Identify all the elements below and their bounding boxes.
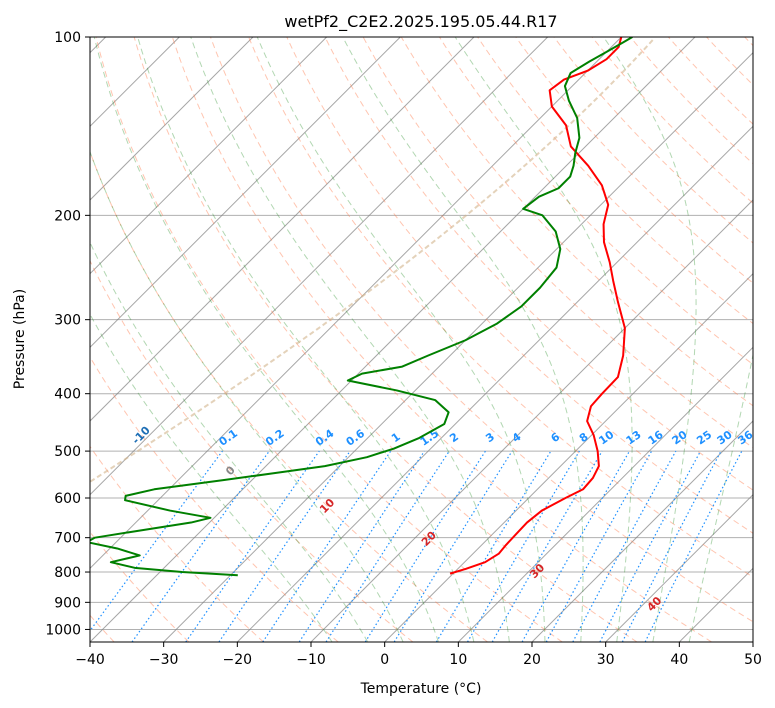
isotherm-line <box>90 37 254 201</box>
isotherm-lines <box>90 37 753 642</box>
isotherm-line <box>384 272 753 642</box>
dry-adiabat-line <box>90 259 414 642</box>
y-tick-label: 100 <box>54 30 81 46</box>
isotherm-line <box>90 37 549 496</box>
mixing-ratio-line <box>572 450 677 642</box>
mixing-ratio-line <box>262 450 392 642</box>
lcl-curve <box>90 37 655 483</box>
plot-frame <box>89 36 754 643</box>
mixing-ratio-line <box>185 450 320 642</box>
x-tick-label: 10 <box>449 652 467 668</box>
mixing-ratio-lines <box>90 450 743 642</box>
moist-adiabat-line <box>90 313 333 642</box>
x-tick-label: −30 <box>149 652 179 668</box>
pressure-gridlines <box>90 37 753 630</box>
y-tick-label: 500 <box>54 444 81 460</box>
moist-adiabat-line <box>603 37 697 642</box>
y-tick-label: 700 <box>54 531 81 547</box>
y-tick-label: 300 <box>54 313 81 329</box>
x-tick-label: −10 <box>296 652 326 668</box>
mixing-ratio-line <box>298 450 425 642</box>
isotherm-line <box>236 125 753 642</box>
y-tick-label: 200 <box>54 208 81 224</box>
y-axis-ticks: 100 200 300 400 500 600 700 800 900 1000 <box>45 30 90 638</box>
moist-adiabat-lines <box>90 37 753 642</box>
chart-title: wetPf2_C2E2.2025.195.05.44.R17 <box>284 12 557 32</box>
isotherm-line <box>90 37 696 642</box>
dry-adiabat-line <box>248 37 753 578</box>
moist-adiabat-line <box>90 241 369 642</box>
moist-adiabat-line <box>90 150 404 642</box>
moist-adiabat-line <box>342 37 584 642</box>
moist-adiabat-line <box>256 37 546 642</box>
dry-adiabat-line <box>90 445 264 642</box>
x-axis-label: Temperature (°C) <box>360 681 482 697</box>
isotherm-line <box>90 37 622 570</box>
plot-area: 0.10.20.40.611.52346810131620253036-100-… <box>90 37 755 642</box>
moist-adiabat-line <box>93 37 439 642</box>
y-tick-label: 800 <box>54 565 81 581</box>
mixing-ratio-line <box>90 450 223 632</box>
x-tick-label: 0 <box>380 652 389 668</box>
moist-adiabat-line <box>137 37 475 642</box>
isotherm-line <box>90 37 475 422</box>
moist-adiabat-line <box>688 352 753 642</box>
dry-adiabat-line <box>629 37 753 165</box>
x-tick-label: 30 <box>597 652 615 668</box>
moist-adiabat-line <box>190 37 510 642</box>
isotherm-line <box>90 37 401 349</box>
x-axis-ticks: −40 −30 −20 −10 0 10 20 30 40 50 <box>75 642 762 668</box>
x-tick-label: 40 <box>670 652 688 668</box>
mixing-ratio-line <box>393 450 513 642</box>
dry-adiabat-line <box>210 37 753 623</box>
y-tick-label: 1000 <box>45 622 81 638</box>
dry-adiabat-line <box>324 37 753 491</box>
dry-adiabat-line <box>515 37 753 284</box>
lcl-curve-line <box>90 37 655 483</box>
y-tick-label: 600 <box>54 491 81 507</box>
dry-adiabat-line <box>591 37 753 204</box>
dry-adiabat-line <box>171 37 712 642</box>
dewpoint-profile-line <box>90 37 633 577</box>
sounding-profiles <box>90 37 633 577</box>
x-tick-label: 20 <box>523 652 541 668</box>
mixing-ratio-line <box>545 450 653 642</box>
mixing-ratio-line <box>218 450 351 642</box>
dry-adiabat-lines <box>90 37 753 642</box>
y-tick-label: 900 <box>54 595 81 611</box>
mixing-ratio-line <box>325 450 450 642</box>
x-tick-label: −40 <box>75 652 105 668</box>
y-tick-label: 400 <box>54 387 81 403</box>
y-axis-label: Pressure (hPa) <box>12 289 28 389</box>
mixing-ratio-line <box>521 450 631 642</box>
isotherm-line <box>90 37 328 275</box>
mixing-ratio-line <box>131 450 270 642</box>
isotherm-line <box>605 493 753 642</box>
x-tick-label: −20 <box>223 652 253 668</box>
isotherm-line <box>531 420 753 642</box>
mixing-ratio-label: 36 <box>735 428 755 448</box>
dry-adiabat-line <box>95 37 563 642</box>
x-tick-label: 50 <box>744 652 762 668</box>
dry-adiabat-line <box>133 37 638 642</box>
isotherm-line <box>310 199 753 642</box>
isotherm-line <box>457 346 753 642</box>
dry-adiabat-line <box>362 37 753 449</box>
dry-adiabat-line <box>400 37 753 407</box>
mixing-ratio-line <box>644 450 743 642</box>
temperature-profile-line <box>449 37 626 575</box>
